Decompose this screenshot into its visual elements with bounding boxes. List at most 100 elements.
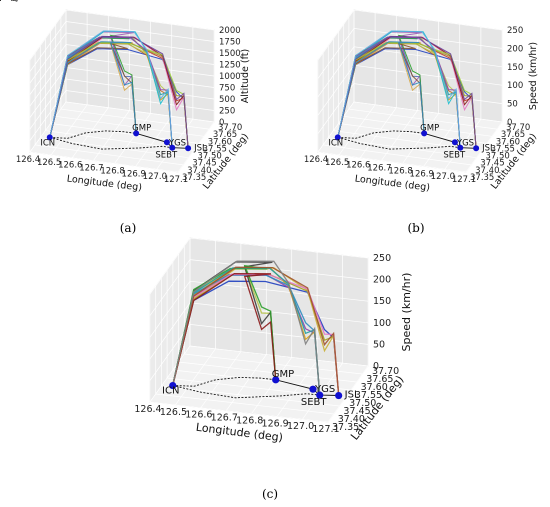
station-marker xyxy=(309,385,317,393)
legend-entry: SEBT-JSL-1 xyxy=(0,0,28,2)
z-tick-label: 750 xyxy=(219,84,235,94)
legend-entry: ICN-YGS-1 xyxy=(0,0,26,2)
station-label: ICN xyxy=(328,138,343,148)
y-tick-label: 37.45 xyxy=(192,159,216,169)
legend-entry: SEBT-GMP-1 xyxy=(0,0,32,2)
grid-line-z xyxy=(29,101,215,153)
station-label: ICN xyxy=(40,138,55,148)
station-label: SEBT xyxy=(155,151,178,161)
station-label: GMP xyxy=(420,123,439,133)
grid-line-z xyxy=(29,78,215,130)
z-tick-label: 150 xyxy=(507,63,523,73)
profile-line xyxy=(337,41,425,138)
y-tick-label: 37.60 xyxy=(208,137,232,147)
z-axis-label: Speed (km/hr) xyxy=(528,42,539,110)
legend-entry: ICN-GMP-7 xyxy=(0,0,33,2)
legend-entry: ICN-GMP-3 xyxy=(0,0,33,2)
z-tick-label: 50 xyxy=(507,100,518,110)
ground-track-city xyxy=(136,132,189,149)
legend-entry: ICN-GMP-5 xyxy=(0,0,33,2)
station-label: YGS xyxy=(168,138,186,148)
y-tick-label: 37.40 xyxy=(187,166,211,176)
x-tick-label: 126.4 xyxy=(304,155,328,165)
grid-line-z xyxy=(29,55,215,107)
profile-line xyxy=(49,42,137,138)
legend-entry: GMP-ICN-1 xyxy=(0,0,28,2)
legend-entry: GMP-JSL-1 xyxy=(0,0,26,2)
y-tick-label: 37.65 xyxy=(501,130,525,140)
x-tick-label: 126.8 xyxy=(388,166,412,176)
x-tick-label: 126.6 xyxy=(346,161,370,171)
station-label: GMP xyxy=(272,369,294,380)
z-tick-label: 250 xyxy=(219,107,235,117)
station-marker xyxy=(451,139,458,146)
station-marker xyxy=(169,144,176,151)
grid-line-z xyxy=(29,44,215,95)
x-tick-label: 126.4 xyxy=(134,404,161,415)
x-tick-label: 127.0 xyxy=(143,172,167,182)
station-label: YGS xyxy=(456,138,474,148)
x-tick-label: 127.0 xyxy=(431,172,455,182)
x-tick-label: 126.6 xyxy=(185,410,212,421)
legend-entry: ICN-SEBT-1 xyxy=(0,0,29,2)
z-tick-label: 500 xyxy=(219,95,235,105)
grid-line-z xyxy=(317,28,503,79)
station-label: GMP xyxy=(132,123,151,133)
x-tick-label: 126.9 xyxy=(410,169,434,179)
x-tick-label: 127.1 xyxy=(164,175,188,185)
grid-line-z xyxy=(317,9,503,61)
z-tick-label: 1500 xyxy=(219,49,241,59)
profile-line xyxy=(172,260,321,396)
x-tick-label: 126.5 xyxy=(325,158,349,168)
y-tick-label: 37.70 xyxy=(218,123,242,133)
panel-c: 126.4126.5126.6126.7126.8126.9127.0127.1… xyxy=(0,0,413,444)
x-tick-label: 127.1 xyxy=(312,424,339,435)
legend-entry: ICN-GMP-1 xyxy=(0,0,33,2)
ground-track xyxy=(172,376,276,387)
legend-entry: GMP-JSL-1 xyxy=(0,0,32,2)
z-tick-label: 0 xyxy=(219,118,224,128)
z-tick-label: 200 xyxy=(373,275,391,286)
station-marker xyxy=(163,139,170,146)
x-tick-label: 126.5 xyxy=(160,407,187,418)
legend-entry: JSL-GMP-1 xyxy=(0,0,26,2)
z-tick-label: 200 xyxy=(507,44,523,54)
legend-entry: ICN-GMP-4 xyxy=(0,0,33,2)
profile-line xyxy=(172,266,340,396)
legend-entry: YGS-SEBT-1 xyxy=(0,0,30,2)
y-tick-label: 37.50 xyxy=(485,152,509,162)
grid-line-z xyxy=(149,302,369,360)
station-label: JSL xyxy=(193,143,207,153)
legend-entry: JSL-ICN-1 xyxy=(0,0,24,2)
ground-track xyxy=(337,130,425,139)
legend-entry: ICN-SEBT-1 xyxy=(0,0,29,2)
z-tick-label: 100 xyxy=(507,81,523,91)
ground-track xyxy=(172,385,320,399)
x-tick-label: 126.4 xyxy=(16,155,40,165)
z-tick-label: 50 xyxy=(373,339,385,350)
panel-label-a: (a) xyxy=(120,221,137,235)
grid-line-z xyxy=(149,345,369,403)
legend-entry: SEBT-ICN-1 xyxy=(0,0,29,2)
legend-entry: SEBT-JSL-1 xyxy=(0,0,28,2)
y-tick-label: 37.55 xyxy=(491,144,515,154)
ground-track xyxy=(49,130,137,139)
grid-line-z xyxy=(149,237,369,295)
profile-line xyxy=(337,30,461,148)
y-tick-label: 37.70 xyxy=(506,123,530,133)
y-tick-label: 37.60 xyxy=(361,382,388,393)
legend-entry: SEBT-ICN-1 xyxy=(0,0,29,2)
back-pane xyxy=(189,237,369,367)
grid-line-z xyxy=(29,90,215,141)
z-tick-label: 100 xyxy=(373,318,391,329)
z-tick-label: 0 xyxy=(507,118,512,128)
x-tick-label: 127.0 xyxy=(287,421,314,432)
legend-entry: GMP-JSL-5 xyxy=(0,0,32,2)
panel-label-c: (c) xyxy=(262,487,278,501)
station-label: YGS xyxy=(314,384,335,395)
station-label: SEBT xyxy=(443,151,466,161)
station-marker xyxy=(335,391,343,400)
legend-entry: ICN-JSL-1 xyxy=(0,0,24,2)
y-tick-label: 37.35 xyxy=(470,173,494,183)
